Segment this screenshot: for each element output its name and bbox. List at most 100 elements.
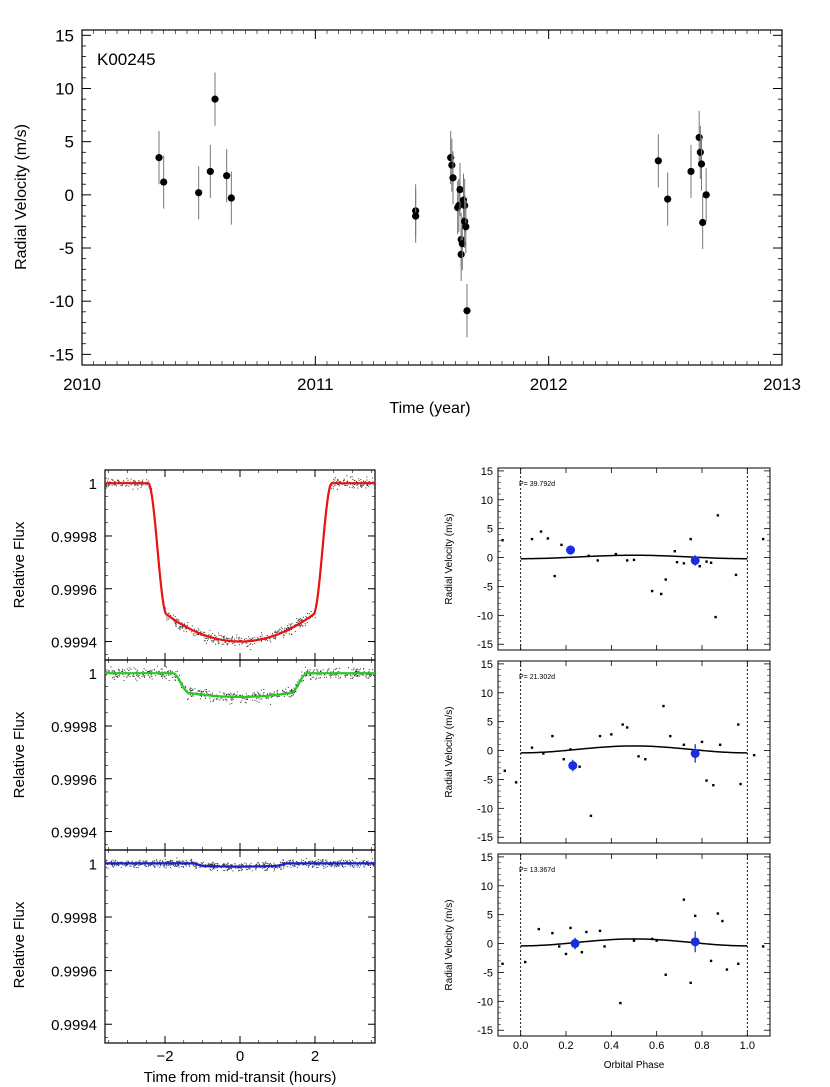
rv-timeseries-xlabel: Time (year) (389, 400, 470, 417)
flux-point (262, 864, 264, 866)
flux-point (309, 678, 311, 680)
flux-point (200, 631, 202, 633)
flux-point (126, 477, 128, 479)
flux-point (126, 668, 128, 670)
binned-point (570, 939, 580, 949)
flux-point (269, 862, 271, 864)
flux-point (334, 866, 336, 868)
flux-point (127, 860, 129, 862)
flux-point (255, 869, 257, 871)
flux-point (337, 861, 339, 863)
flux-point (216, 698, 218, 700)
flux-point (258, 701, 260, 703)
flux-point (192, 634, 194, 636)
flux-point (231, 636, 233, 638)
flux-point (257, 691, 259, 693)
flux-point (144, 861, 146, 863)
flux-point (223, 643, 225, 645)
flux-point (115, 485, 117, 487)
flux-point (348, 859, 350, 861)
xtick-label: 2012 (530, 375, 568, 394)
xtick-label: 0.4 (604, 1040, 619, 1052)
flux-point (221, 697, 223, 699)
flux-point (357, 668, 359, 670)
flux-point (286, 860, 288, 862)
flux-point (238, 870, 240, 872)
flux-point (170, 614, 172, 616)
flux-point (153, 864, 155, 866)
flux-point (308, 675, 310, 677)
ytick-label: 15 (481, 466, 493, 478)
flux-point (268, 863, 270, 865)
flux-point (301, 618, 303, 620)
flux-point (112, 866, 114, 868)
transit-1-ylabel: Relative Flux (11, 521, 28, 608)
flux-point (173, 620, 175, 622)
flux-point (189, 865, 191, 867)
flux-point (105, 487, 107, 489)
flux-point (136, 680, 138, 682)
flux-point (220, 697, 222, 699)
flux-point (198, 690, 200, 692)
transit-chart-2: 1 0.9998 0.9996 0.9994 Relative Flux (11, 659, 376, 851)
flux-point (338, 485, 340, 487)
flux-point (306, 670, 308, 672)
flux-point (267, 863, 269, 865)
flux-point (109, 481, 111, 483)
flux-point (181, 627, 183, 629)
flux-point (255, 867, 257, 869)
rv-phase-point (537, 927, 540, 931)
flux-point (136, 861, 138, 863)
flux-point (337, 479, 339, 481)
flux-point (351, 669, 353, 671)
flux-point (229, 867, 231, 869)
flux-point (360, 479, 362, 481)
flux-point (230, 698, 232, 700)
flux-point (113, 676, 115, 678)
flux-point (139, 480, 141, 482)
flux-point (212, 699, 214, 701)
flux-point (124, 671, 126, 673)
flux-point (289, 864, 291, 866)
flux-point (244, 701, 246, 703)
flux-point (142, 479, 144, 481)
flux-point (226, 700, 228, 702)
flux-point (289, 633, 291, 635)
flux-point (304, 624, 306, 626)
rv-phase-point (694, 914, 697, 918)
flux-point (334, 861, 336, 863)
flux-point (236, 691, 238, 693)
rv-phase-point (514, 781, 518, 784)
rv-point (456, 185, 464, 194)
flux-point (277, 695, 279, 697)
transit-3-axes: 1 0.9998 0.9996 0.9994 −2 0 2 (51, 849, 375, 1065)
flux-point (329, 864, 331, 866)
flux-point (201, 695, 203, 697)
flux-point (363, 670, 365, 672)
flux-point (351, 678, 353, 680)
flux-point (245, 868, 247, 870)
flux-point (295, 684, 297, 686)
flux-point (365, 487, 367, 489)
flux-point (371, 861, 373, 863)
flux-point (162, 861, 164, 863)
flux-point (154, 867, 156, 869)
ytick-label: -5 (483, 581, 493, 593)
flux-point (122, 671, 124, 673)
flux-point (306, 674, 308, 676)
flux-point (161, 861, 163, 863)
flux-point (190, 687, 192, 689)
flux-point (369, 674, 371, 676)
flux-point (272, 866, 274, 868)
flux-point (305, 615, 307, 617)
flux-point (298, 619, 300, 621)
flux-point (264, 862, 266, 864)
flux-point (214, 867, 216, 869)
flux-point (241, 697, 243, 699)
flux-point (117, 480, 119, 482)
flux-point (170, 674, 172, 676)
flux-point (198, 690, 200, 692)
flux-point (214, 864, 216, 866)
phased-rv-3-period: P= 13.367d (519, 867, 555, 874)
